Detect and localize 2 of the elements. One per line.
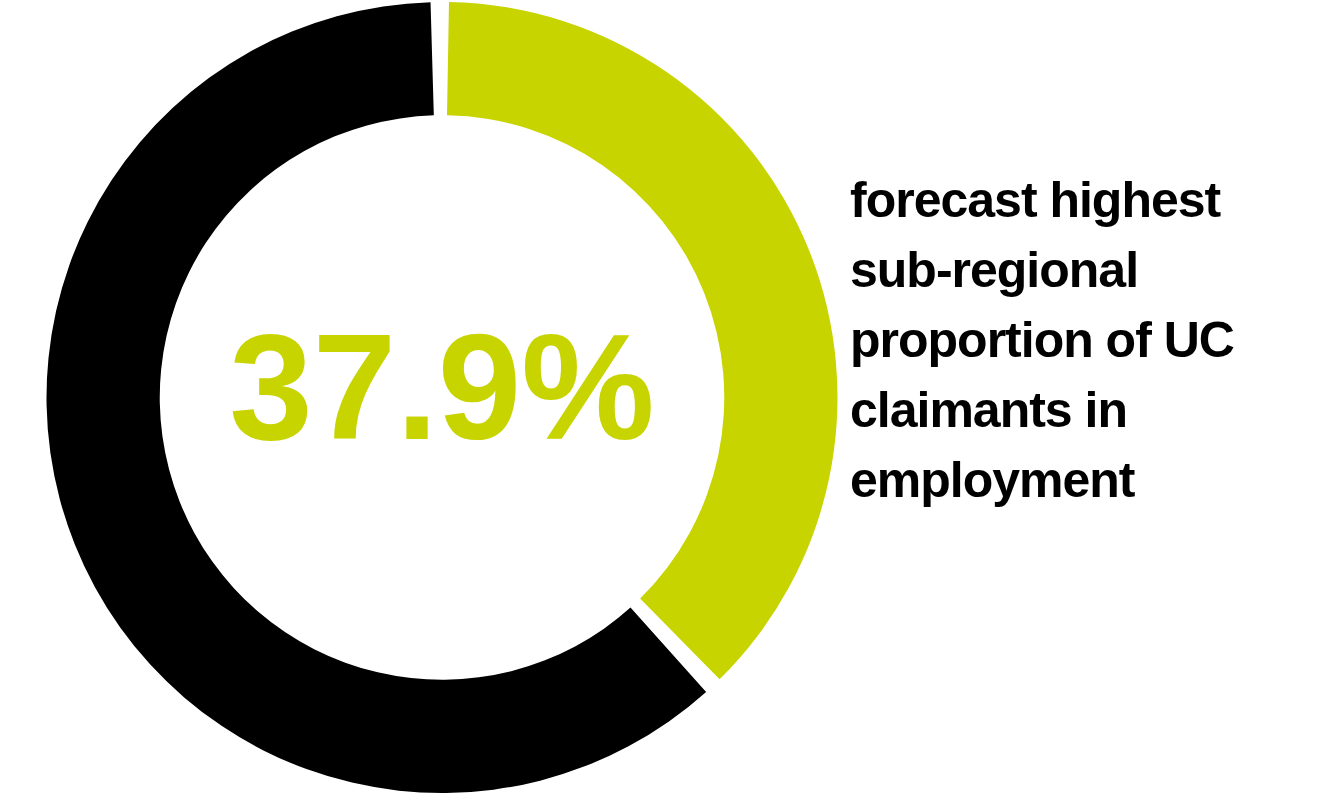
text: forecast highest sub-regional proportion of UC claimants in employment	[850, 171, 1235, 510]
data-label: 37.9%	[229, 302, 655, 471]
